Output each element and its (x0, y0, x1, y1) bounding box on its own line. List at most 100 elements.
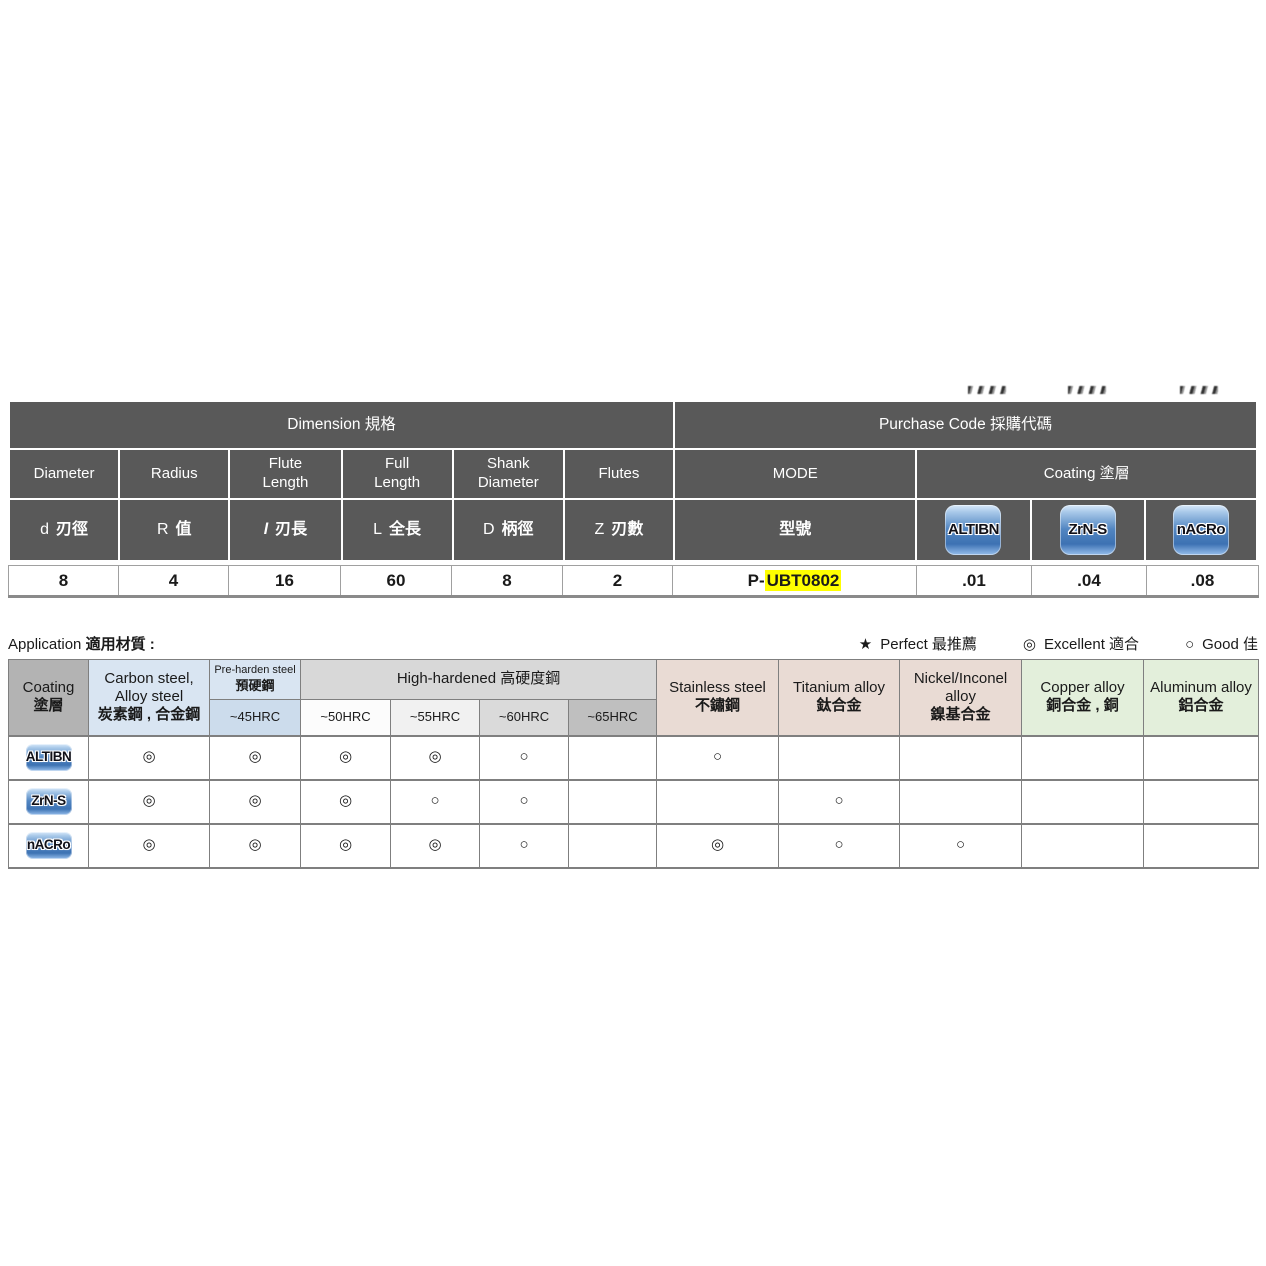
altibn-coating-badge: ALTIBN (25, 744, 72, 771)
nacro-coating-badge: nACRo (25, 832, 72, 859)
col-header-shank-diameter: Shank Diameter (453, 450, 563, 498)
purchase-code-nacro: .08 (1146, 565, 1259, 598)
app-cell (778, 734, 901, 780)
app-cell (567, 778, 658, 824)
app-cell: ◎ (209, 822, 301, 868)
col-header-flute-length: Flute Length (230, 450, 341, 498)
app-col-hrc60: ~60HRC (479, 699, 569, 736)
mode-code-highlighted: UBT0802 (764, 569, 842, 591)
app-cell (567, 822, 658, 868)
app-cell (899, 778, 1023, 824)
symbol-d: d (40, 521, 50, 538)
application-title: Application 適用材質 : (8, 635, 155, 653)
application-header-line: Application 適用材質 : ★ Perfect 最推薦 ◎ Excelle… (8, 630, 1258, 656)
dimension-section-header: Dimension 規格 (10, 402, 674, 448)
symbol-l-italic: l (263, 521, 269, 538)
coating-cell-altibn: ALTIBN (917, 500, 1030, 560)
legend-good: ○ Good 佳 (1185, 635, 1258, 653)
app-cell: ◎ (88, 734, 210, 780)
app-cell: ◎ (300, 778, 391, 824)
app-cell: ○ (899, 822, 1023, 868)
app-cell: ◎ (209, 778, 301, 824)
cropped-artifact-mark (1068, 386, 1106, 394)
col-sub-shank-diameter: D 柄徑 (453, 500, 563, 560)
app-cell: ○ (479, 778, 569, 824)
col-header-radius: Radius (120, 450, 229, 498)
spec-value-radius: 4 (118, 565, 229, 598)
col-header-full-length: Full Length (342, 450, 452, 498)
col-sub-flutes: Z 刃數 (564, 500, 674, 560)
purchase-section-header: Purchase Code 採購代碼 (675, 402, 1256, 448)
app-cell: ○ (778, 822, 901, 868)
app-cell: ◎ (390, 734, 480, 780)
col-sub-flute-length: l 刃長 (230, 500, 341, 560)
app-col-preharden-steel: Pre-harden steel 預硬鋼 (209, 659, 301, 700)
spec-value-diameter: 8 (8, 565, 119, 598)
double-circle-icon: ◎ (1022, 635, 1037, 653)
col-header-diameter: Diameter (10, 450, 119, 498)
col-sub-full-length: L 全長 (342, 500, 452, 560)
nacro-coating-badge: nACRo (1172, 505, 1229, 555)
app-col-aluminum: Aluminum alloy 鋁合金 (1143, 659, 1260, 736)
purchase-code-zrns: .04 (1031, 565, 1147, 598)
symbol-D: D (482, 521, 495, 538)
row-label-nacro: nACRo (8, 822, 89, 868)
symbol-Z: Z (594, 521, 605, 538)
app-col-hrc50: ~50HRC (300, 699, 391, 736)
app-cell (899, 734, 1023, 780)
mode-value: P- UBT0802 (672, 565, 917, 598)
app-cell: ○ (479, 822, 569, 868)
col-header-mode: MODE (675, 450, 916, 498)
coating-cell-zrns: ZrN-S (1031, 500, 1144, 560)
purchase-code-altibn: .01 (916, 565, 1032, 598)
mode-prefix: P- (747, 570, 765, 590)
app-row-altibn: ALTIBN ◎ ◎ ◎ ◎ ○ ○ (8, 734, 1260, 780)
app-cell: ◎ (390, 822, 480, 868)
app-cell: ◎ (88, 822, 210, 868)
app-cell (1143, 734, 1260, 780)
row-label-zrns: ZrN-S (8, 778, 89, 824)
app-cell: ○ (479, 734, 569, 780)
row-label-altibn: ALTIBN (8, 734, 89, 780)
dimension-purchase-table: Dimension 規格 Purchase Code 採購代碼 Diameter… (8, 400, 1259, 598)
app-cell: ○ (656, 734, 780, 780)
spec-value-flutes: 2 (562, 565, 673, 598)
app-cell: ◎ (300, 734, 391, 780)
spec-value-flute-length: 16 (228, 565, 341, 598)
symbol-r: R (156, 521, 169, 538)
app-col-coating: Coating 塗層 (8, 659, 89, 736)
app-row-nacro: nACRo ◎ ◎ ◎ ◎ ○ ◎ ○ ○ (8, 822, 1260, 868)
app-col-hrc45: ~45HRC (209, 699, 301, 736)
app-cell (656, 778, 780, 824)
col-sub-mode: 型號 (675, 500, 916, 560)
circle-icon: ○ (1185, 635, 1195, 653)
spec-value-full-length: 60 (340, 565, 452, 598)
app-cell (1021, 822, 1145, 868)
app-cell (1021, 778, 1145, 824)
zrns-coating-badge: ZrN-S (25, 788, 72, 815)
app-row-zrns: ZrN-S ◎ ◎ ◎ ○ ○ ○ (8, 778, 1260, 824)
symbol-L: L (373, 521, 383, 538)
app-col-carbon-steel: Carbon steel, Alloy steel 炭素鋼 , 合金鋼 (88, 659, 210, 736)
legend-excellent: ◎ Excellent 適合 (1022, 635, 1140, 653)
app-cell: ○ (778, 778, 901, 824)
star-icon: ★ (858, 635, 873, 653)
app-cell (567, 734, 658, 780)
app-cell (1143, 822, 1260, 868)
app-col-hrc65: ~65HRC (567, 699, 658, 736)
col-header-coating: Coating 塗層 (917, 450, 1256, 498)
legend-perfect: ★ Perfect 最推薦 (858, 635, 977, 653)
cropped-artifact-mark (1180, 386, 1218, 394)
zrns-coating-badge: ZrN-S (1059, 505, 1116, 555)
app-col-stainless: Stainless steel 不鏽鋼 (656, 659, 780, 736)
app-cell (1143, 778, 1260, 824)
rating-legend: ★ Perfect 最推薦 ◎ Excellent 適合 ○ Good 佳 (859, 633, 1258, 654)
application-table: Coating 塗層 Carbon steel, Alloy steel 炭素鋼 , … (8, 659, 1260, 869)
app-cell: ○ (390, 778, 480, 824)
altibn-coating-badge: ALTIBN (945, 505, 1002, 555)
app-cell: ◎ (209, 734, 301, 780)
app-cell: ◎ (656, 822, 780, 868)
col-header-flutes: Flutes (564, 450, 674, 498)
spec-data-row: 8 4 16 60 8 2 P- UBT0802 .01 .04 .08 (8, 565, 1259, 598)
